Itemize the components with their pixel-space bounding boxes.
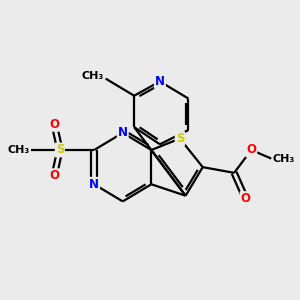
Text: CH₃: CH₃ [82,71,104,81]
Text: S: S [176,132,184,145]
Text: O: O [241,192,250,205]
Text: CH₃: CH₃ [273,154,295,164]
Text: S: S [56,143,64,157]
Text: O: O [49,118,59,131]
Text: O: O [246,143,256,157]
Text: N: N [89,178,99,191]
Text: O: O [49,169,59,182]
Text: N: N [155,75,165,88]
Text: CH₃: CH₃ [8,145,30,155]
Text: N: N [118,126,128,140]
